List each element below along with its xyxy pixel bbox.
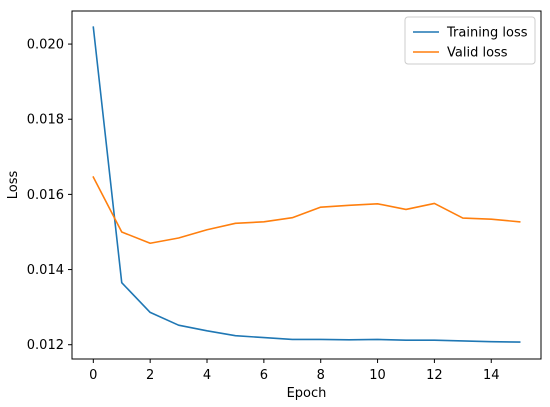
series-group xyxy=(92,26,521,343)
x-tick-label: 8 xyxy=(317,368,325,383)
x-tick-label: 0 xyxy=(89,368,97,383)
y-axis-label: Loss xyxy=(6,171,21,200)
series-line-training-loss xyxy=(92,26,521,343)
y-axis: 0.012 0.014 0.016 0.018 0.020 xyxy=(27,38,72,353)
y-tick-label: 0.014 xyxy=(27,263,64,278)
x-tick-label: 10 xyxy=(369,368,386,383)
legend-label: Training loss xyxy=(446,26,528,41)
axes-frame xyxy=(71,10,542,360)
x-tick-label: 12 xyxy=(426,368,443,383)
series-line-valid-loss xyxy=(92,176,521,245)
y-tick-label: 0.020 xyxy=(27,38,64,53)
legend: Training loss Valid loss xyxy=(404,16,536,65)
x-axis: 0 2 4 6 8 10 12 14 xyxy=(89,359,500,383)
x-tick-label: 4 xyxy=(203,368,211,383)
y-tick-label: 0.018 xyxy=(27,113,64,128)
y-tick-label: 0.016 xyxy=(27,188,64,203)
x-tick-label: 6 xyxy=(260,368,268,383)
legend-label: Valid loss xyxy=(447,46,508,61)
x-tick-label: 2 xyxy=(146,368,154,383)
y-tick-label: 0.012 xyxy=(27,338,64,353)
x-tick-label: 14 xyxy=(483,368,500,383)
x-axis-label: Epoch xyxy=(287,386,327,401)
